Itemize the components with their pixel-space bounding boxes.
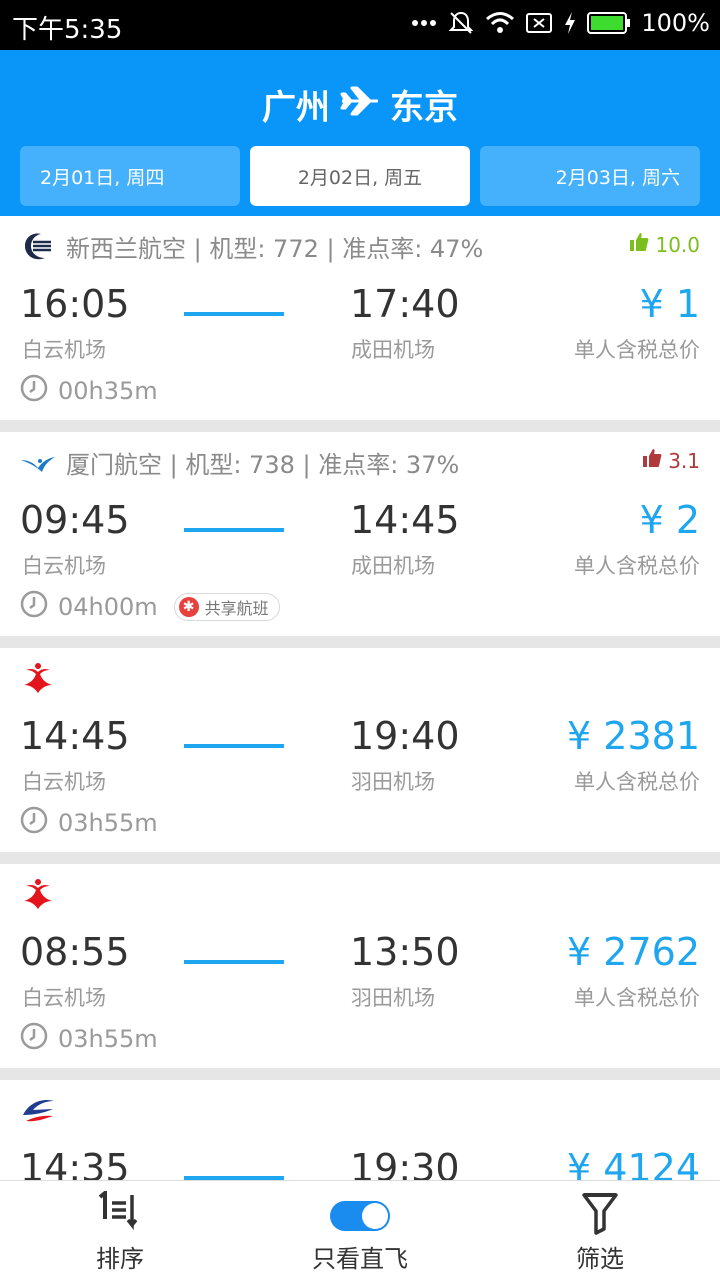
- route-line: [184, 1176, 284, 1180]
- duration: 04h00m ✱ 共享航班: [20, 590, 280, 624]
- rating-value: 3.1: [668, 448, 700, 473]
- arrival-airport: 羽田机场: [351, 986, 435, 1010]
- airline-row: [20, 660, 56, 696]
- airplane-icon: [340, 85, 380, 125]
- filter-button[interactable]: 筛选: [500, 1181, 700, 1280]
- duration-value: 04h00m: [58, 593, 158, 621]
- toggle-switch[interactable]: [330, 1201, 390, 1235]
- flight-list[interactable]: 新西兰航空 | 机型: 772 | 准点率: 47% 10.0 16:05 17…: [0, 216, 720, 1180]
- airline-row: [20, 1092, 56, 1128]
- flight-card[interactable]: 新西兰航空 | 机型: 772 | 准点率: 47% 10.0 16:05 17…: [0, 216, 720, 420]
- destination-city: 东京: [390, 88, 458, 128]
- date-tab-prev[interactable]: 2月01日, 周四: [20, 146, 240, 206]
- arrival-time: 19:40: [350, 714, 460, 758]
- direct-only-toggle[interactable]: 只看直飞: [260, 1181, 460, 1280]
- departure-airport: 白云机场: [22, 554, 106, 578]
- price: ¥ 2762: [567, 930, 700, 974]
- xiamen-airlines-logo: [20, 444, 56, 480]
- no-sim-icon: [525, 11, 553, 35]
- sort-label: 排序: [96, 1245, 144, 1273]
- airline-row: [20, 876, 56, 912]
- price: ¥ 2381: [567, 714, 700, 758]
- date-tab-selected[interactable]: 2月02日, 周五: [250, 146, 470, 206]
- price: ¥ 2: [639, 498, 700, 542]
- codeshare-badge: ✱ 共享航班: [173, 593, 280, 621]
- price: ¥ 1: [639, 282, 700, 326]
- arrival-time: 17:40: [350, 282, 460, 326]
- price-label: 单人含税总价: [574, 554, 700, 578]
- filter-icon: [580, 1191, 620, 1239]
- airline-row: 厦门航空 | 机型: 738 | 准点率: 37%: [20, 444, 459, 480]
- status-icons: 100%: [411, 9, 710, 37]
- route-line: [184, 528, 284, 532]
- departure-airport: 白云机场: [22, 338, 106, 362]
- china-southern-logo: [20, 876, 56, 912]
- route-line: [184, 312, 284, 316]
- price: ¥ 4124: [567, 1146, 700, 1180]
- departure-time: 14:35: [20, 1146, 130, 1180]
- china-southern-logo: [20, 660, 56, 696]
- arrival-airport: 羽田机场: [351, 770, 435, 794]
- wifi-icon: [485, 11, 515, 35]
- clock-icon: [20, 806, 48, 840]
- flight-card[interactable]: 08:55 13:50 ¥ 2762 白云机场 羽田机场 单人含税总价 03h5…: [0, 864, 720, 1068]
- duration: 03h55m: [20, 1022, 158, 1056]
- arrival-time: 19:30: [350, 1146, 460, 1180]
- clock-icon: [20, 374, 48, 408]
- thumbs-down-icon: [642, 448, 662, 473]
- route-header: 广州 东京 2月01日, 周四 2月02日, 周五 2月03日, 周六: [0, 50, 720, 216]
- duration: 03h55m: [20, 806, 158, 840]
- airline-row: 新西兰航空 | 机型: 772 | 准点率: 47%: [20, 228, 483, 264]
- direct-only-label: 只看直飞: [312, 1245, 408, 1273]
- airline-info: 新西兰航空 | 机型: 772 | 准点率: 47%: [66, 234, 484, 263]
- flight-card[interactable]: 14:45 19:40 ¥ 2381 白云机场 羽田机场 单人含税总价 03h5…: [0, 648, 720, 852]
- bottom-toolbar: 排序 只看直飞 筛选: [0, 1180, 720, 1280]
- rating: 3.1: [642, 448, 700, 473]
- filter-label: 筛选: [576, 1245, 624, 1273]
- duration: 00h35m: [20, 374, 158, 408]
- date-tab-next[interactable]: 2月03日, 周六: [480, 146, 700, 206]
- status-time: 下午5:35: [12, 15, 123, 45]
- price-label: 单人含税总价: [574, 770, 700, 794]
- arrival-airport: 成田机场: [351, 554, 435, 578]
- status-bar: 下午5:35 100%: [0, 0, 720, 50]
- departure-airport: 白云机场: [22, 770, 106, 794]
- departure-time: 16:05: [20, 282, 130, 326]
- price-label: 单人含税总价: [574, 338, 700, 362]
- airline-info: 厦门航空 | 机型: 738 | 准点率: 37%: [66, 450, 460, 479]
- duration-value: 03h55m: [58, 1025, 158, 1053]
- origin-city: 广州: [262, 88, 330, 128]
- silent-bell-icon: [447, 9, 475, 37]
- rating-value: 10.0: [655, 232, 700, 257]
- route-line: [184, 744, 284, 748]
- arrival-time: 13:50: [350, 930, 460, 974]
- departure-time: 14:45: [20, 714, 130, 758]
- flight-card[interactable]: 厦门航空 | 机型: 738 | 准点率: 37% 3.1 09:45 14:4…: [0, 432, 720, 636]
- battery-percent: 100%: [641, 9, 710, 37]
- battery-icon: [587, 11, 631, 35]
- departure-airport: 白云机场: [22, 986, 106, 1010]
- duration-value: 00h35m: [58, 377, 158, 405]
- price-label: 单人含税总价: [574, 986, 700, 1010]
- more-dots-icon: [411, 19, 437, 27]
- flight-card[interactable]: 14:35 19:30 ¥ 4124: [0, 1080, 720, 1180]
- sort-button[interactable]: 排序: [20, 1181, 220, 1280]
- clock-icon: [20, 590, 48, 624]
- rating: 10.0: [629, 232, 700, 257]
- codeshare-icon: ✱: [178, 597, 199, 617]
- china-eastern-logo: [20, 1092, 56, 1128]
- departure-time: 08:55: [20, 930, 130, 974]
- departure-time: 09:45: [20, 498, 130, 542]
- arrival-airport: 成田机场: [351, 338, 435, 362]
- air-new-zealand-logo: [20, 228, 56, 264]
- clock-icon: [20, 1022, 48, 1056]
- charging-icon: [563, 11, 577, 35]
- thumbs-up-icon: [629, 232, 649, 257]
- route-line: [184, 960, 284, 964]
- route-title: 广州 东京: [0, 80, 720, 129]
- sort-icon: [96, 1188, 144, 1239]
- duration-value: 03h55m: [58, 809, 158, 837]
- codeshare-label: 共享航班: [204, 599, 269, 618]
- arrival-time: 14:45: [350, 498, 460, 542]
